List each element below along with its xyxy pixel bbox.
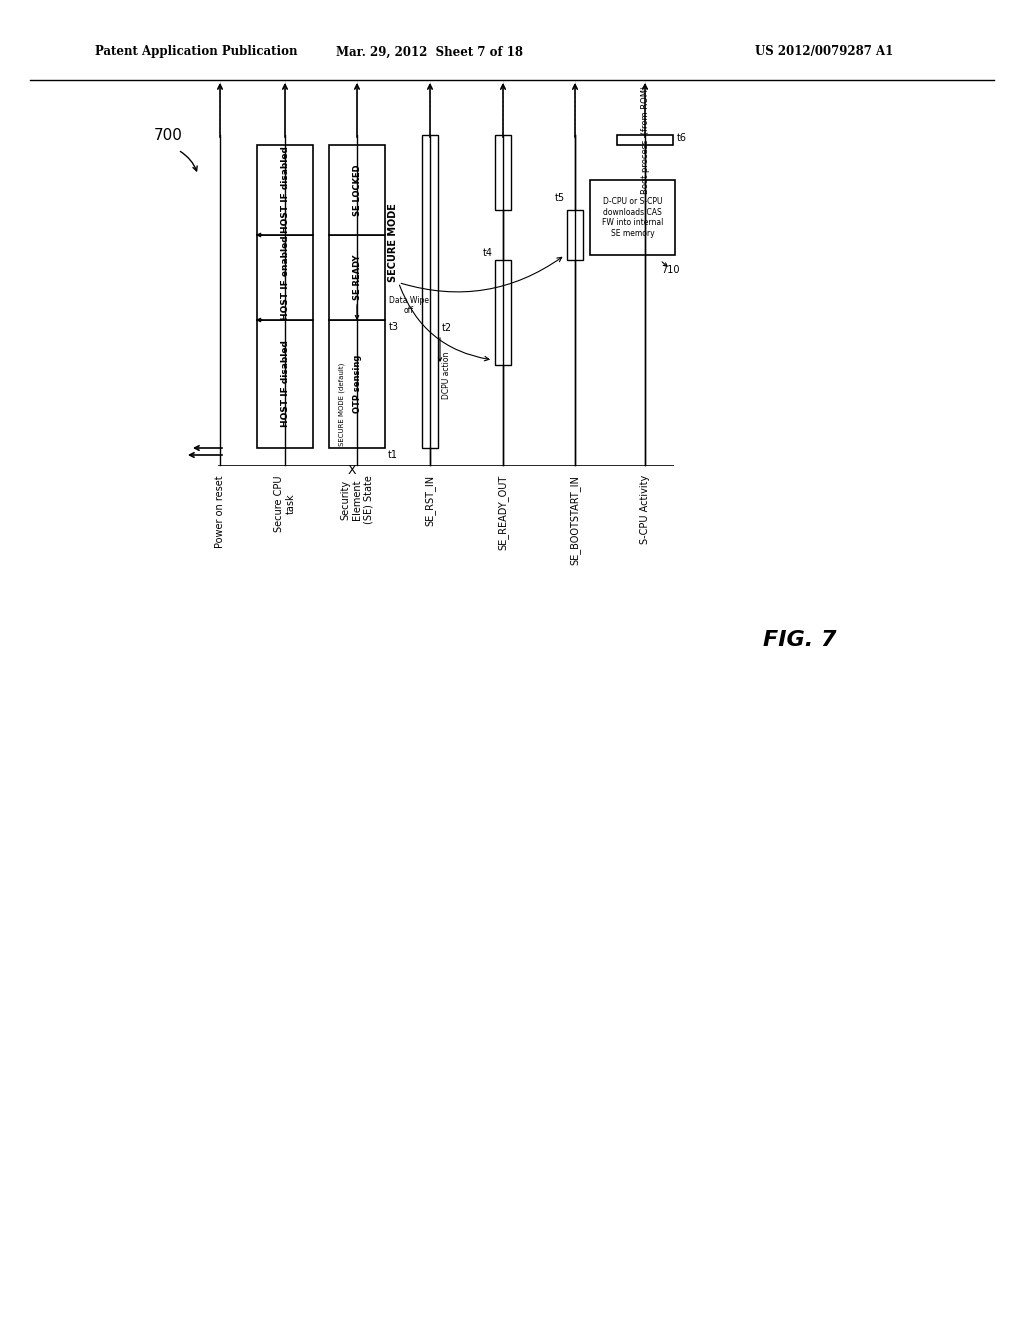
Bar	[495, 260, 511, 366]
Bar	[567, 210, 583, 260]
Text: OTP sensing: OTP sensing	[352, 355, 361, 413]
Bar	[257, 235, 313, 319]
Bar	[257, 319, 313, 447]
Text: t4: t4	[483, 248, 493, 257]
Text: SE_RST_IN: SE_RST_IN	[425, 475, 435, 527]
Bar	[329, 319, 385, 447]
Text: Power on reset: Power on reset	[215, 475, 225, 548]
Text: 700: 700	[154, 128, 182, 143]
Text: Data Wipe
off: Data Wipe off	[389, 296, 429, 315]
Text: t3: t3	[389, 322, 399, 333]
Bar	[617, 135, 673, 145]
Text: SE_READY_OUT: SE_READY_OUT	[498, 475, 509, 550]
Text: S-CPU Activity: S-CPU Activity	[640, 475, 650, 544]
FancyArrowPatch shape	[401, 257, 562, 292]
Bar	[329, 235, 385, 319]
Bar	[590, 180, 675, 255]
Text: Boot process  (from ROM): Boot process (from ROM)	[640, 86, 649, 194]
Text: t6: t6	[677, 133, 687, 143]
Text: SECURE MODE: SECURE MODE	[388, 203, 398, 282]
Text: US 2012/0079287 A1: US 2012/0079287 A1	[755, 45, 893, 58]
FancyArrowPatch shape	[180, 152, 198, 170]
Text: t2: t2	[442, 323, 453, 333]
Bar	[257, 145, 313, 235]
Text: SE LOCKED: SE LOCKED	[352, 164, 361, 215]
Bar	[329, 145, 385, 235]
Bar	[422, 135, 438, 447]
FancyArrowPatch shape	[399, 285, 489, 360]
Text: SE READY: SE READY	[352, 255, 361, 300]
Text: DCPU action: DCPU action	[442, 351, 451, 399]
Text: SE_BOOTSTART_IN: SE_BOOTSTART_IN	[569, 475, 581, 565]
Text: SECURE MODE (default): SECURE MODE (default)	[339, 362, 345, 446]
Text: HOST IF enabled: HOST IF enabled	[281, 235, 290, 319]
Text: 710: 710	[660, 265, 679, 275]
Text: t1: t1	[388, 450, 398, 459]
Text: HOST IF disabled: HOST IF disabled	[281, 147, 290, 234]
Text: HOST IF disabled: HOST IF disabled	[281, 341, 290, 428]
Text: Patent Application Publication: Patent Application Publication	[95, 45, 298, 58]
Bar	[495, 135, 511, 210]
Text: Security
Element
(SE) State: Security Element (SE) State	[340, 475, 374, 524]
Text: Secure CPU
task: Secure CPU task	[274, 475, 296, 532]
Text: D-CPU or S-CPU
downloads CAS
FW into internal
SE memory: D-CPU or S-CPU downloads CAS FW into int…	[602, 198, 664, 238]
Text: Mar. 29, 2012  Sheet 7 of 18: Mar. 29, 2012 Sheet 7 of 18	[337, 45, 523, 58]
Text: X: X	[348, 463, 356, 477]
Text: FIG. 7: FIG. 7	[763, 630, 837, 649]
Text: t5: t5	[555, 193, 565, 203]
FancyArrowPatch shape	[663, 261, 667, 267]
